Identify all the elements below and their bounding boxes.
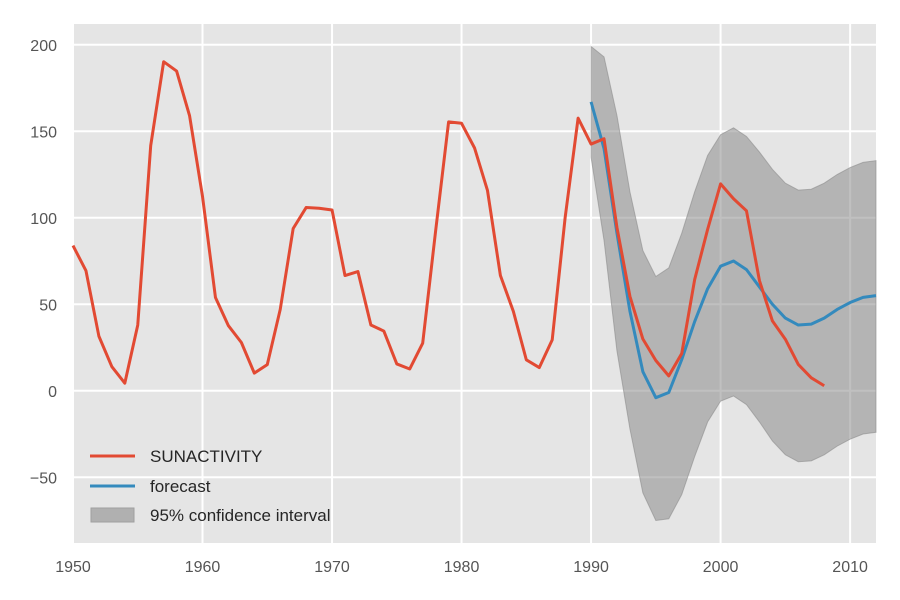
confidence-band <box>590 45 877 522</box>
forecast-line <box>589 101 877 400</box>
y-tick-label: 100 <box>30 211 57 228</box>
x-axis: 1950 1960 1970 1980 1990 2000 2010 <box>55 559 868 576</box>
y-tick-label: −50 <box>30 470 57 487</box>
legend-label: 95% confidence interval <box>150 506 331 525</box>
x-tick-label: 1950 <box>55 559 91 576</box>
legend-item: 95% confidence interval <box>90 506 331 525</box>
x-tick-label: 2010 <box>832 559 868 576</box>
legend: SUNACTIVITY forecast 95% confidence interv… <box>90 447 331 525</box>
x-tick-label: 1960 <box>185 559 221 576</box>
x-tick-label: 1990 <box>573 559 609 576</box>
y-tick-label: 50 <box>39 297 57 314</box>
x-tick-label: 2000 <box>703 559 739 576</box>
y-axis: −50 0 50 100 150 200 <box>30 38 57 488</box>
x-tick-label: 1970 <box>314 559 350 576</box>
y-tick-label: 200 <box>30 38 57 55</box>
legend-patch-swatch <box>90 507 135 523</box>
x-tick-label: 1980 <box>444 559 480 576</box>
y-tick-label: 0 <box>48 384 57 401</box>
confidence-interval-area <box>590 45 877 522</box>
y-tick-label: 150 <box>30 124 57 141</box>
legend-label: SUNACTIVITY <box>150 447 262 466</box>
sunactivity-line <box>71 60 825 388</box>
legend-label: forecast <box>150 477 211 496</box>
legend-item: SUNACTIVITY <box>90 447 262 466</box>
series-lines <box>71 60 877 400</box>
legend-item: forecast <box>90 477 211 496</box>
